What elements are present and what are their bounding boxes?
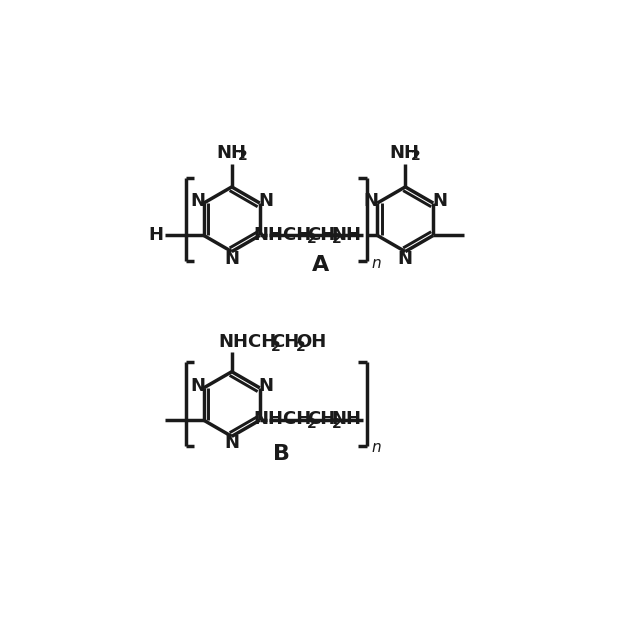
Text: 2: 2: [411, 149, 421, 163]
Text: NH: NH: [332, 226, 362, 244]
Text: CH: CH: [307, 226, 335, 244]
Text: OH: OH: [296, 333, 326, 351]
Text: N: N: [398, 250, 413, 268]
Text: B: B: [273, 444, 291, 464]
Text: 2: 2: [332, 232, 342, 246]
Text: N: N: [364, 192, 379, 210]
Text: 2: 2: [307, 232, 316, 246]
Text: CH: CH: [271, 333, 300, 351]
Text: n: n: [371, 255, 381, 271]
Text: CH: CH: [307, 410, 335, 428]
Text: N: N: [224, 435, 239, 452]
Text: H: H: [148, 226, 163, 244]
Text: NHCH: NHCH: [218, 333, 276, 351]
Text: 2: 2: [332, 417, 342, 431]
Text: NH: NH: [332, 410, 362, 428]
Text: N: N: [259, 376, 273, 395]
Text: NHCH: NHCH: [253, 226, 312, 244]
Text: n: n: [371, 440, 381, 456]
Text: 2: 2: [307, 417, 316, 431]
Text: N: N: [190, 192, 205, 210]
Text: N: N: [432, 192, 447, 210]
Text: 2: 2: [271, 340, 280, 354]
Text: NH: NH: [216, 144, 246, 162]
Text: A: A: [312, 255, 329, 275]
Text: N: N: [224, 250, 239, 268]
Text: NHCH: NHCH: [253, 410, 312, 428]
Text: NH: NH: [390, 144, 419, 162]
Text: N: N: [190, 376, 205, 395]
Text: N: N: [259, 192, 273, 210]
Text: 2: 2: [237, 149, 248, 163]
Text: 2: 2: [296, 340, 306, 354]
